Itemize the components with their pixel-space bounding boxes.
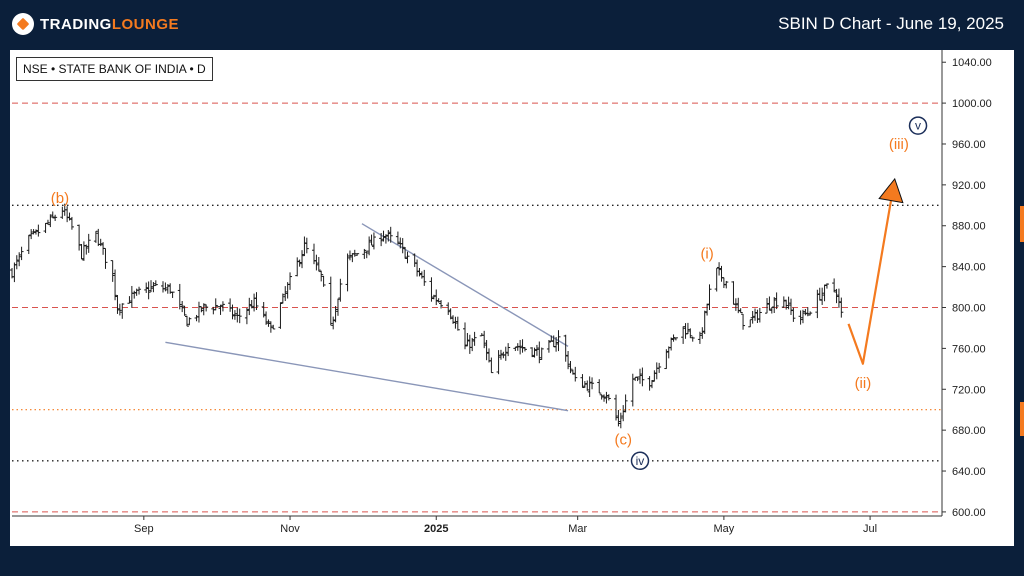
y-tick-label: 840.00 (952, 262, 986, 274)
y-tick-label: 800.00 (952, 303, 986, 315)
brand-name-right: LOUNGE (111, 15, 179, 33)
brand-name: TRADINGLOUNGE (40, 16, 179, 33)
axes: 600.00 640.00 680.00 720.00 760.00 800.00 840.… (12, 50, 992, 535)
wave-label-circle (908, 116, 928, 135)
wedge-line (361, 223, 569, 347)
wave-label: (c) (614, 431, 632, 448)
wave-label: iv (636, 454, 645, 468)
wave-label-circle (630, 451, 650, 471)
right-edge-marker-bottom (1020, 402, 1024, 436)
wave-label: (b) (51, 190, 69, 207)
right-edge-marker-top (1020, 206, 1024, 242)
wedge-line (165, 341, 569, 412)
reference-lines (12, 102, 942, 513)
x-tick-label: Jul (863, 523, 877, 535)
wedge-lines (165, 223, 569, 412)
brand-name-left: TRADING (40, 15, 112, 33)
symbol-label: NSE • STATE BANK OF INDIA • D (16, 57, 213, 81)
y-tick-label: 1040.00 (952, 57, 992, 69)
wave-label: v (915, 119, 921, 133)
chart-frame (10, 50, 1014, 546)
price-bars (10, 203, 844, 429)
y-tick-label: 920.00 (952, 180, 986, 192)
header-bar: TRADINGLOUNGE SBIN D Chart - June 19, 20… (0, 0, 1024, 48)
projection-arrow-head (878, 177, 904, 204)
x-tick-label: May (713, 523, 734, 535)
x-tick-label: Mar (568, 523, 587, 535)
chart-title: SBIN D Chart - June 19, 2025 (778, 14, 1004, 33)
y-tick-label: 760.00 (952, 343, 986, 355)
x-tick-label: Nov (280, 523, 300, 535)
y-tick-label: 880.00 (952, 221, 986, 233)
wave-label: (iii) (889, 136, 909, 153)
y-tick-label: 960.00 (952, 139, 986, 151)
x-tick-label: 2025 (424, 523, 448, 535)
wave-label: (ii) (855, 375, 872, 392)
x-tick-label: Sep (134, 523, 154, 535)
y-tick-label: 600.00 (952, 507, 986, 519)
wave-label: (i) (700, 245, 713, 262)
wave-projection (847, 177, 904, 365)
y-tick-label: 640.00 (952, 466, 986, 478)
y-tick-label: 720.00 (952, 384, 986, 396)
brand-logo: TRADINGLOUNGE (12, 12, 179, 36)
y-tick-label: 1000.00 (952, 98, 992, 110)
y-tick-label: 680.00 (952, 425, 986, 437)
brand-logo-icon (12, 13, 34, 35)
projection-path (847, 182, 896, 365)
wave-labels: (b) (i) (ii) (iii) (c) iv v (51, 116, 928, 471)
